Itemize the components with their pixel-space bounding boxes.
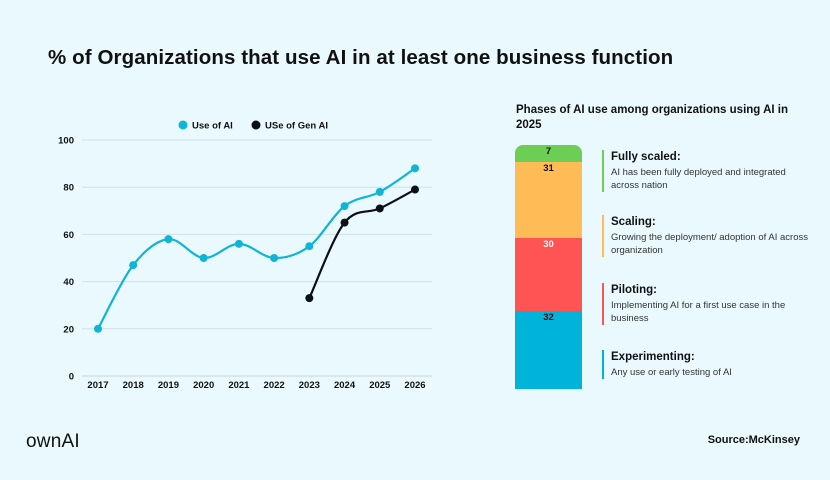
phase-description: Any use or early testing of AI — [611, 367, 732, 378]
y-tick-label: 80 — [63, 183, 74, 194]
legend-marker — [251, 120, 261, 130]
x-tick-label: 2018 — [123, 380, 144, 391]
stacked-bar: 32 30 31 7 — [515, 145, 582, 389]
x-tick-label: 2017 — [87, 380, 108, 391]
data-point — [129, 261, 138, 270]
data-point — [305, 294, 314, 303]
phase-item: Piloting: Implementing AI for a first use… — [602, 283, 811, 325]
stack-chart-title: Phases of AI use among organizations usi… — [516, 104, 788, 131]
x-tick-label: 2020 — [193, 380, 214, 391]
source-note: Source:McKinsey — [707, 434, 800, 446]
phase-name: Scaling: — [611, 216, 656, 228]
x-tick-label: 2022 — [264, 380, 285, 391]
phase-item: Fully scaled: AI has been fully deployed … — [602, 150, 811, 192]
data-point — [411, 185, 419, 194]
data-point — [375, 204, 384, 213]
bar-segment: 32 — [515, 310, 582, 389]
data-point — [340, 218, 349, 227]
bar-segment: 31 — [515, 162, 582, 238]
x-tick-label: 2023 — [299, 380, 320, 391]
legend-label: USe of Gen AI — [265, 121, 328, 132]
series-line-use-of-ai — [97, 167, 416, 330]
segment-label: 30 — [543, 238, 554, 250]
data-point — [411, 164, 419, 173]
series-line-use-of-gen-ai — [308, 188, 416, 299]
phase-item: Experimenting: Any use or early testing o… — [602, 350, 811, 379]
x-tick-label: 2021 — [228, 380, 250, 391]
brand-logo: ownAI — [26, 431, 80, 452]
x-tick-label: 2024 — [334, 380, 356, 391]
data-point — [375, 187, 384, 196]
segment-label: 7 — [545, 146, 552, 158]
y-tick-label: 20 — [63, 324, 74, 335]
data-point — [234, 239, 243, 248]
bar-segment: 30 — [515, 237, 582, 311]
y-tick-label: 100 — [58, 136, 74, 147]
data-point — [340, 202, 349, 211]
legend-marker — [178, 120, 188, 130]
phase-item: Scaling: Growing the deployment/ adoption… — [602, 215, 811, 257]
data-point — [305, 242, 314, 251]
data-point — [270, 254, 279, 262]
x-tick-label: 2025 — [369, 380, 391, 391]
x-tick-label: 2026 — [404, 380, 425, 391]
segment-label: 32 — [543, 311, 554, 323]
phase-name: Piloting: — [611, 284, 657, 296]
data-point — [164, 235, 173, 244]
bar-segment: 7 — [515, 145, 582, 163]
x-tick-label: 2019 — [158, 380, 179, 391]
legend-label: Use of AI — [192, 121, 233, 132]
y-tick-label: 40 — [63, 277, 74, 288]
data-point — [199, 254, 208, 262]
data-point — [94, 324, 102, 333]
phase-name: Experimenting: — [611, 351, 695, 363]
y-tick-label: 0 — [69, 372, 74, 383]
phase-description: AI has been fully deployed and integrate… — [611, 167, 786, 191]
phase-description: Implementing AI for a first use case in … — [611, 300, 786, 324]
y-tick-label: 60 — [63, 230, 74, 241]
page-title: % of Organizations that use AI in at lea… — [48, 46, 674, 69]
phase-description: Growing the deployment/ adoption of AI a… — [611, 232, 808, 256]
phase-name: Fully scaled: — [611, 151, 681, 163]
segment-label: 31 — [543, 163, 554, 175]
